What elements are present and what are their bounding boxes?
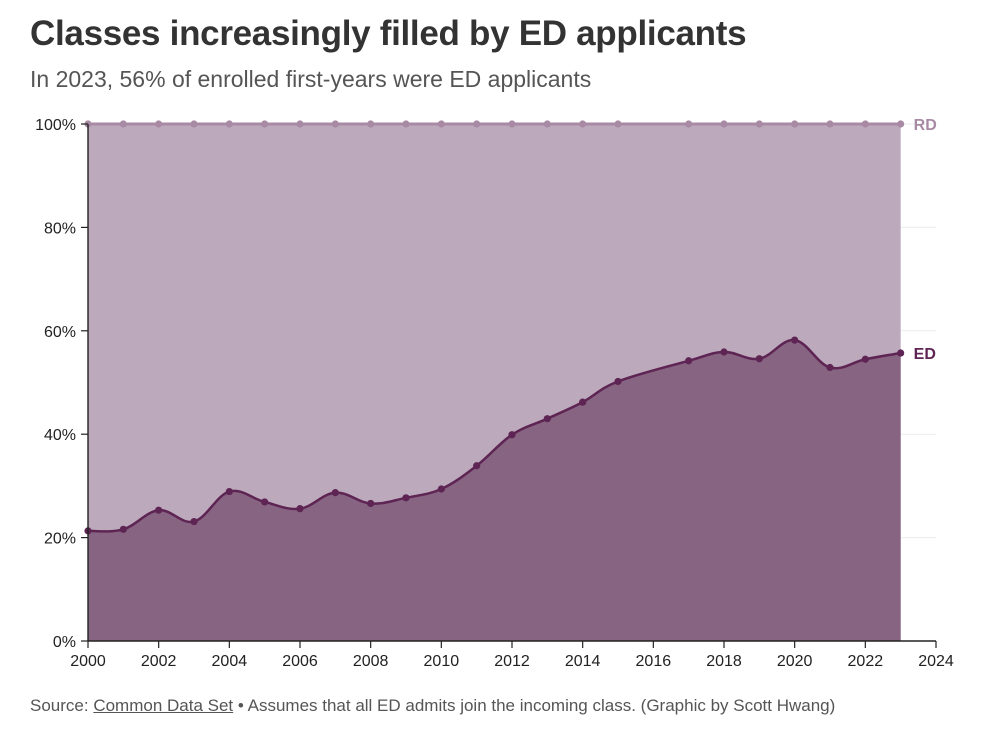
ed-point [473, 462, 481, 470]
source-note-text: • Assumes that all ED admits join the in… [233, 696, 836, 715]
x-tick-label: 2012 [494, 653, 530, 670]
ed-point [190, 517, 198, 526]
ed-point [720, 348, 728, 356]
area-layer [88, 124, 901, 641]
rd-point [791, 120, 799, 128]
y-tick-label: 0% [53, 634, 76, 651]
rd-point [508, 120, 516, 128]
ed-point [261, 498, 269, 506]
ed-point [897, 349, 905, 357]
x-tick-label: 2000 [70, 653, 106, 670]
x-tick-label: 2024 [918, 653, 954, 670]
ed-point [367, 499, 375, 508]
ed-point [861, 355, 869, 363]
series-labels: RD ED [914, 117, 937, 363]
x-tick-label: 2010 [424, 653, 460, 670]
x-tick-label: 2016 [636, 653, 672, 670]
source-note: Source: Common Data Set • Assumes that a… [30, 696, 835, 716]
rd-point [614, 120, 622, 128]
x-tick-label: 2018 [706, 653, 742, 670]
ed-point [119, 525, 127, 533]
rd-point [402, 120, 410, 128]
x-tick-label: 2014 [565, 653, 601, 670]
ed-point [437, 485, 445, 493]
ed-point [826, 363, 834, 372]
rd-point [473, 120, 481, 128]
ed-point [225, 487, 233, 496]
rd-point [543, 120, 551, 128]
rd-point [261, 120, 269, 128]
ed-point [508, 431, 516, 439]
rd-point [826, 120, 834, 128]
rd-series-label: RD [914, 117, 937, 134]
ed-point [331, 489, 339, 497]
ed-point [685, 357, 693, 365]
x-tick-label: 2022 [848, 653, 884, 670]
ed-point [543, 415, 551, 423]
rd-point [685, 120, 693, 128]
ed-point [155, 506, 163, 514]
rd-point [579, 120, 587, 128]
rd-point [155, 120, 163, 128]
rd-point [225, 120, 233, 128]
x-tick-label: 2020 [777, 653, 813, 670]
rd-point [755, 120, 763, 128]
rd-point [437, 120, 445, 128]
axes: 0% 20% 40% 60% 80% 100% 2000 2002 2004 2006 2008 20… [35, 117, 954, 670]
x-tick-label: 2008 [353, 653, 389, 670]
rd-point [296, 120, 304, 128]
ed-point [791, 336, 799, 344]
rd-point [720, 120, 728, 128]
rd-point [119, 120, 127, 128]
rd-point [190, 120, 198, 128]
point-layer [84, 120, 905, 535]
ed-point [579, 398, 587, 406]
source-link[interactable]: Common Data Set [93, 696, 234, 715]
x-tick-label: 2004 [212, 653, 248, 670]
y-tick-label: 80% [44, 220, 76, 237]
y-tick-label: 60% [44, 324, 76, 341]
y-tick-label: 100% [35, 117, 76, 134]
chart-subtitle: In 2023, 56% of enrolled first-years wer… [30, 66, 592, 92]
rd-point [861, 120, 869, 128]
ed-point [296, 505, 304, 513]
ed-series-label: ED [914, 346, 936, 363]
x-tick-label: 2006 [282, 653, 318, 670]
y-tick-label: 40% [44, 427, 76, 444]
ed-point [614, 377, 622, 386]
ed-point [755, 355, 763, 363]
area-chart: 0% 20% 40% 60% 80% 100% 2000 2002 2004 2006 2008 20… [35, 117, 954, 670]
rd-point [897, 120, 905, 128]
chart-title: Classes increasingly filled by ED applic… [30, 14, 747, 53]
rd-point [367, 120, 375, 128]
y-tick-label: 20% [44, 531, 76, 548]
source-prefix: Source: [30, 696, 94, 715]
x-tick-label: 2002 [141, 653, 177, 670]
ed-point [402, 494, 410, 502]
ed-area [88, 340, 901, 641]
rd-point [331, 120, 339, 128]
